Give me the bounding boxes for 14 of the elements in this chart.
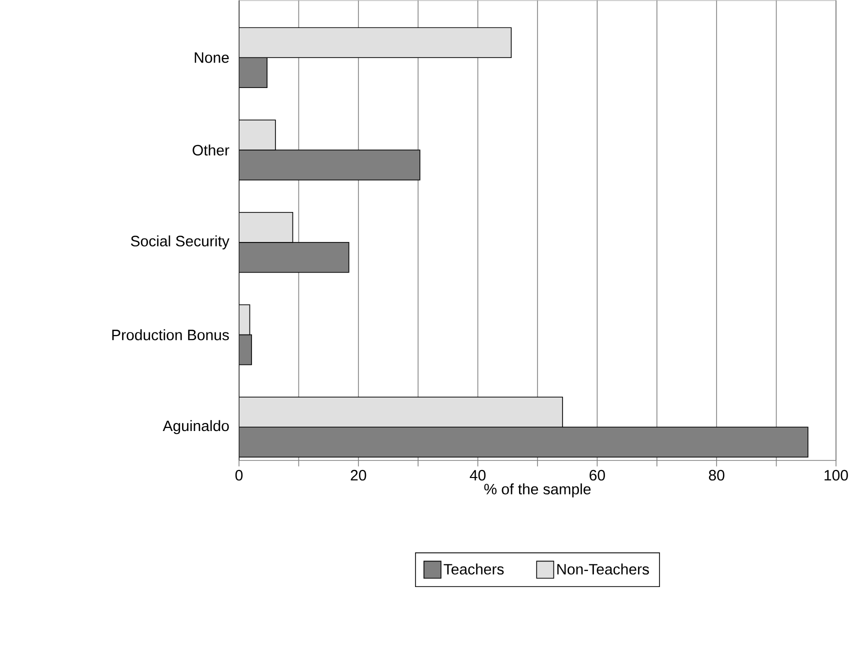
y-tick-label: Other (192, 144, 230, 156)
x-tick-label: 80 (708, 470, 724, 480)
y-tick-label: Aguinaldo (162, 420, 229, 434)
x-tick-label: 100 (824, 470, 848, 480)
x-tick-label: 40 (470, 470, 486, 480)
x-tick-label: 0 (235, 470, 243, 480)
x-axis-title: % of the sample (484, 483, 591, 498)
y-tick-label: None (194, 52, 229, 63)
x-tick-label: 60 (590, 470, 605, 480)
y-tick-label: Production Bonus (112, 329, 229, 340)
y-tick-label: Social Security (130, 235, 230, 250)
legend-label: Non-Teachers (557, 563, 649, 574)
legend-label: Teachers (444, 563, 504, 574)
x-tick-label: 20 (350, 470, 366, 480)
